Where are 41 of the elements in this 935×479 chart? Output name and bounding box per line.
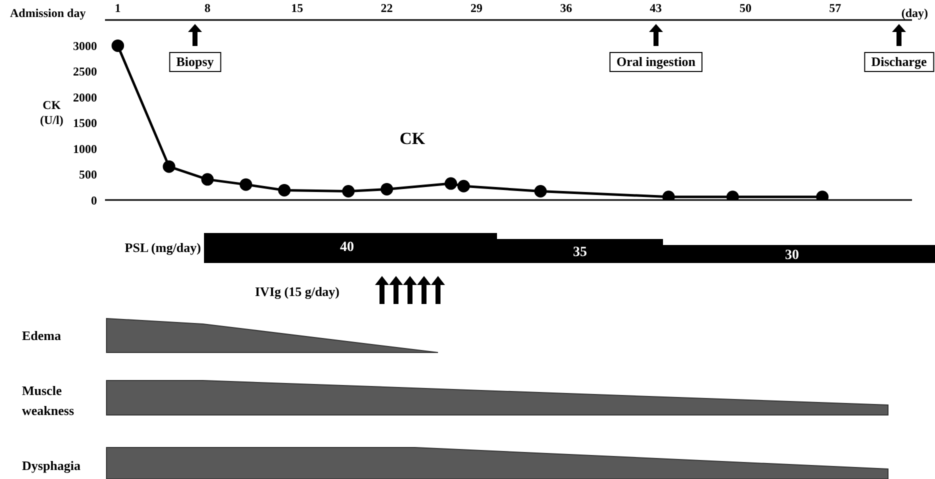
point (278, 184, 291, 196)
text: Edema (22, 328, 61, 344)
text: 30 (785, 248, 799, 264)
text: 35 (573, 245, 587, 261)
x-tick-label: 15 (291, 1, 304, 15)
y-tick-label: 1500 (73, 116, 97, 130)
text: IVIg (15 g/day) (255, 284, 340, 300)
x-tick-label: 29 (470, 1, 482, 15)
x-tick-label: 36 (560, 1, 572, 15)
x-tick-label: 22 (380, 1, 393, 15)
x-axis-title: Admission day (10, 6, 86, 21)
text: 40 (340, 240, 354, 256)
y-tick-label: 3000 (73, 38, 97, 53)
x-tick-label: 8 (204, 1, 210, 15)
y-tick-label: 2000 (73, 90, 97, 104)
point (162, 160, 176, 173)
point (457, 180, 470, 192)
y-tick-label: 2500 (73, 64, 97, 79)
annotation: Discharge (864, 52, 934, 72)
x-tick-label: 1 (114, 1, 121, 15)
point (534, 185, 547, 198)
annotation: Biopsy (169, 52, 221, 72)
annotation: Oral ingestion (609, 52, 703, 72)
y-tick-label: 1000 (73, 142, 97, 156)
point (240, 178, 252, 191)
text: PSL (mg/day) (124, 240, 201, 256)
point (380, 182, 394, 196)
text: CK (400, 128, 426, 149)
x-tick-label: 43 (650, 1, 662, 15)
point (342, 185, 355, 198)
text: Muscle weakness (22, 382, 74, 420)
y-tick-label: 500 (79, 168, 97, 182)
x-tick-label: 50 (739, 1, 752, 15)
point (444, 177, 458, 190)
x-tick-label: 57 (829, 1, 842, 15)
point (112, 39, 124, 52)
y-tick-label: 0 (91, 193, 97, 208)
annotation: (day) (901, 6, 928, 21)
point (201, 173, 214, 186)
y-axis-title: CK (U/l) (40, 98, 64, 128)
text: Dysphagia (22, 458, 81, 474)
